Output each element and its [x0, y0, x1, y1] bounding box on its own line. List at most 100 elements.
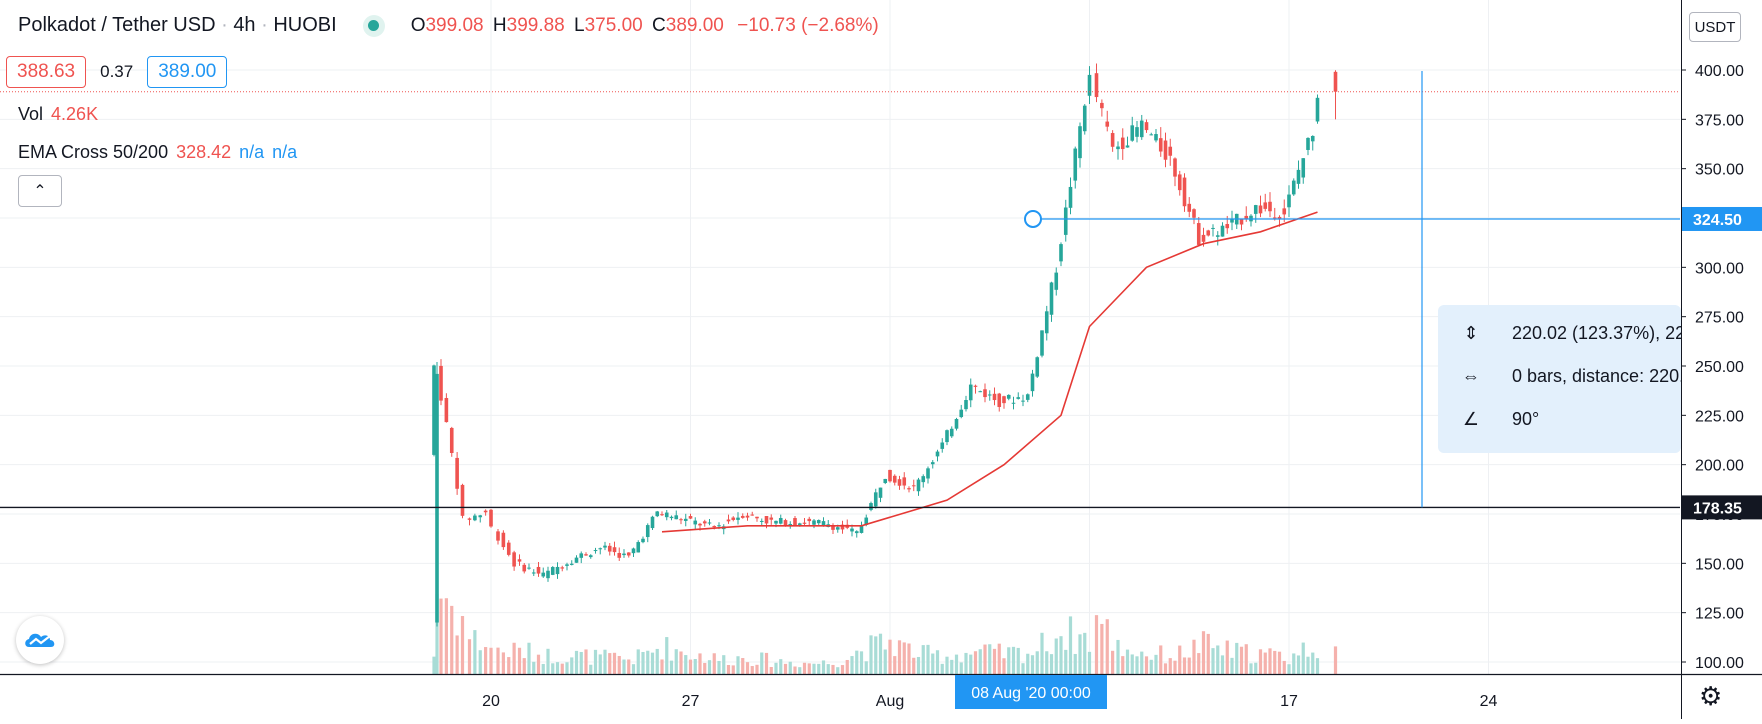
symbol-title[interactable]: Polkadot / Tether USD · 4h · HUOBI: [18, 14, 337, 36]
candle-body: [717, 525, 721, 527]
volume-bar: [608, 653, 612, 674]
candle-body: [859, 525, 864, 533]
volume-bar: [878, 633, 883, 674]
candle-body: [565, 564, 569, 566]
volume-bar: [512, 642, 516, 674]
candle-body: [740, 515, 745, 518]
volume-bar: [950, 659, 954, 674]
ema-cross-indicator[interactable]: EMA Cross 50/200 328.42 n/a n/a: [18, 142, 297, 163]
volume-bar: [779, 659, 783, 674]
candle-body: [574, 557, 579, 563]
currency-button[interactable]: USDT: [1689, 12, 1741, 42]
candle-body: [869, 503, 873, 510]
gear-icon[interactable]: ⚙: [1699, 681, 1723, 711]
spread-value: 0.37: [100, 62, 134, 81]
candle-body: [693, 520, 698, 525]
symbol-legend[interactable]: Polkadot / Tether USD · 4h · HUOBI O399.…: [18, 14, 879, 37]
volume-bar: [603, 649, 607, 674]
candle-body: [688, 516, 693, 519]
candle-body: [660, 514, 664, 516]
collapse-legend-button[interactable]: ⌃: [18, 175, 62, 207]
candle-body: [650, 516, 655, 529]
candle-body: [731, 517, 736, 520]
volume-bar: [1116, 639, 1120, 674]
candle-body: [679, 519, 683, 521]
volume-bar: [935, 650, 940, 674]
volume-bar: [1135, 656, 1139, 674]
candle-body: [550, 567, 555, 575]
y-tick-label: 400.00: [1695, 63, 1744, 80]
volume-bar: [693, 659, 697, 674]
y-tick-label: 300.00: [1695, 260, 1744, 277]
volume-bar: [574, 650, 579, 674]
candle-body: [945, 430, 949, 443]
candle-body: [439, 365, 443, 401]
volume-bar: [1168, 658, 1172, 674]
volume-bar: [527, 642, 531, 674]
tradingview-logo[interactable]: [16, 616, 64, 664]
candle-body: [1163, 140, 1168, 160]
volume-bar: [940, 663, 944, 674]
candle-body: [1196, 223, 1201, 245]
candle-body: [1282, 208, 1287, 215]
candle-body: [892, 475, 897, 483]
volume-bar: [532, 661, 536, 674]
volume-bar: [774, 662, 778, 674]
volume-bar: [435, 594, 439, 674]
candle-body: [541, 572, 546, 577]
candle-body: [702, 521, 707, 524]
volume-bar: [1045, 651, 1049, 674]
volume-indicator[interactable]: Vol 4.26K: [18, 104, 98, 125]
volume-bar: [859, 651, 864, 674]
volume-bar: [1258, 649, 1263, 674]
volume-bar: [579, 651, 583, 674]
candle-body: [1211, 227, 1215, 229]
candle-body: [603, 545, 607, 548]
market-status-icon[interactable]: [362, 14, 385, 37]
volume-bar: [627, 659, 631, 674]
measure-price-range: 220.02 (123.37%), 220: [1512, 323, 1681, 343]
volume-bar: [893, 656, 897, 674]
volume-bar: [674, 649, 678, 674]
volume-bar: [1235, 642, 1239, 674]
volume-bar: [745, 662, 750, 674]
candle-body: [1268, 201, 1272, 212]
volume-bar: [612, 652, 617, 674]
volume-bar: [631, 664, 636, 674]
candle-body: [1035, 357, 1040, 377]
candle-body: [769, 517, 774, 520]
candle-body: [506, 542, 511, 555]
candle-body: [831, 525, 835, 530]
volume-bar: [650, 652, 655, 674]
volume-bar: [1254, 662, 1258, 674]
candle-body: [579, 553, 584, 558]
volume-bar: [888, 639, 892, 674]
y-tick-label: 200.00: [1695, 458, 1744, 475]
volume-bar: [589, 664, 593, 674]
cloud-logo-icon: [25, 633, 55, 647]
candle-body: [916, 479, 921, 492]
volume-bar: [1021, 663, 1025, 674]
volume-bar: [1073, 653, 1077, 674]
volume-bar: [1016, 647, 1020, 674]
candle-body: [750, 514, 755, 516]
candle-body: [1310, 135, 1315, 142]
candle-body: [1315, 97, 1320, 122]
candle-body: [1291, 180, 1296, 195]
candle-body: [911, 485, 916, 487]
buy-price-button[interactable]: 389.00: [147, 56, 228, 88]
volume-bar: [1083, 632, 1087, 674]
drawing-handle[interactable]: [1024, 209, 1042, 228]
ema-value: 328.42: [176, 142, 232, 162]
y-tick-label: 350.00: [1695, 162, 1744, 179]
volume-bar: [688, 659, 693, 674]
x-tick-label: 20: [482, 693, 500, 710]
sell-price-button[interactable]: 388.63: [6, 56, 87, 88]
candle-body: [536, 566, 541, 574]
candle-body: [1272, 217, 1277, 219]
candle-body: [907, 488, 911, 490]
volume-bar: [478, 650, 482, 674]
candle-body: [1054, 272, 1059, 290]
